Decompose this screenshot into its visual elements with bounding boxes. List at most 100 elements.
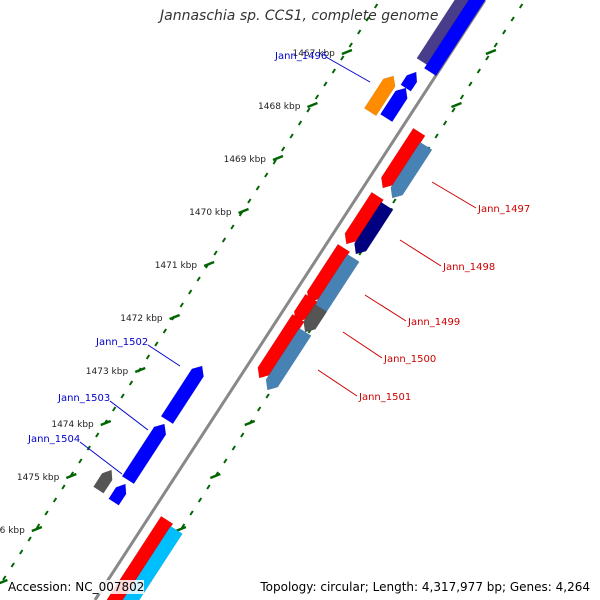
gene-label-jann-1502: Jann_1502 [95, 337, 148, 348]
tick-dot-left [323, 81, 328, 87]
tick-dot-left [112, 406, 117, 412]
tick-dot-left [306, 107, 311, 113]
gene-leader-line [109, 400, 149, 431]
gene-leader-line [342, 331, 383, 359]
tick-dot-left [213, 250, 218, 256]
tick-dot-left [331, 68, 336, 74]
genes-layer [93, 0, 486, 600]
tick-dot-left [120, 393, 125, 399]
tick-dot-right [189, 510, 194, 516]
tick-dot-right [240, 432, 245, 438]
tick-dot-left [86, 445, 91, 451]
tick-dot-right [206, 484, 211, 490]
tick-dot-left [255, 185, 260, 191]
tick-dot-right [502, 29, 507, 35]
tick-dot-right [231, 445, 236, 451]
tick-dot-right [451, 107, 456, 113]
tick-dot-left [373, 3, 379, 9]
kbp-tick-label: 1472 kbp [120, 314, 163, 324]
kbp-tick-mark [272, 154, 284, 162]
kbp-tick-mark [175, 525, 187, 533]
tick-dot-left [297, 120, 303, 126]
kbp-tick-mark [169, 313, 181, 321]
tick-dot-left [365, 16, 370, 22]
tick-dot-left [2, 575, 7, 581]
gene-jann-1503 [121, 423, 167, 485]
tick-dot-left [264, 172, 269, 178]
tick-dot-left [61, 484, 66, 490]
kbp-tick-mark [244, 419, 256, 427]
tick-layer: 1467 kbp 1468 kbp 1469 kbp 1470 kbp 1471 kbp… [0, 3, 524, 594]
gene-leader-line [364, 294, 407, 322]
kbp-tick-label: 1471 kbp [155, 261, 198, 271]
tick-dot-left [35, 523, 41, 529]
tick-dot-left [221, 237, 227, 243]
tick-dot-left [154, 341, 159, 347]
tick-dot-left [162, 328, 167, 334]
kbp-tick-label: 1476 kbp [0, 526, 25, 536]
tick-dot-left [10, 562, 15, 568]
tick-dot-left [128, 380, 134, 386]
tick-dot-right [518, 3, 524, 9]
kbp-tick-label: 1467 kbp [292, 49, 335, 59]
gene-label-jann-1497: Jann_1497 [477, 204, 530, 215]
tick-dot-left [289, 133, 294, 139]
tick-dot-left [44, 510, 49, 516]
gene-jann-1501 [265, 327, 312, 391]
gene-label-jann-1501: Jann_1501 [358, 392, 411, 403]
gene-label-jann-1504: Jann_1504 [27, 434, 80, 445]
tick-dot-left [19, 549, 24, 555]
kbp-tick-label: 1473 kbp [86, 367, 129, 377]
tick-dot-left [179, 302, 184, 308]
tick-dot-left [52, 497, 58, 503]
tick-dot-left [357, 29, 362, 35]
gene-jann-1496 [380, 87, 408, 123]
tick-dot-left [348, 42, 353, 48]
gene-jann-1502 [160, 365, 204, 425]
kbp-tick-mark [0, 578, 8, 585]
tick-dot-left [145, 354, 151, 360]
tick-dot-left [247, 198, 252, 204]
tick-dot-right [468, 81, 473, 87]
tick-dot-right [485, 55, 490, 61]
gene-label-jann-1498: Jann_1498 [442, 262, 495, 273]
gene-label-jann-1503: Jann_1503 [57, 393, 110, 404]
gene-gray [93, 469, 113, 494]
tick-dot-right [476, 68, 481, 74]
gene-jann-1504 [108, 483, 127, 506]
tick-dot-left [188, 289, 193, 295]
gene-jann-1500 [303, 303, 328, 333]
gene-leader-line [79, 441, 123, 475]
kbp-tick-label: 1468 kbp [258, 102, 301, 112]
kbp-tick-label: 1469 kbp [224, 155, 267, 165]
gene-orange [363, 75, 396, 117]
accession-text: Accession: NC_007802 [8, 580, 145, 594]
genome-backbone [93, 0, 487, 600]
tick-dot-left [314, 94, 320, 100]
genome-title: Jannaschia sp. CCS1, complete genome [160, 8, 439, 24]
kbp-tick-label: 1475 kbp [17, 473, 60, 483]
topology-text: Topology: circular; Length: 4,317,977 bp… [260, 580, 590, 594]
tick-dot-right [442, 120, 448, 126]
tick-dot-left [272, 159, 277, 165]
tick-dot-right [223, 458, 228, 464]
kbp-tick-mark [134, 366, 146, 374]
gene-forward-blue [400, 71, 418, 92]
tick-dot-left [281, 146, 286, 152]
gene-jann-1497 [390, 141, 433, 199]
tick-dot-right [197, 497, 203, 503]
gene-leader-line [317, 369, 358, 397]
kbp-tick-label: 1474 kbp [51, 420, 94, 430]
tick-dot-right [257, 406, 262, 412]
gene-leader-line [147, 344, 181, 367]
tick-dot-left [230, 224, 235, 230]
tick-dot-right [459, 94, 465, 100]
kbp-tick-mark [238, 207, 250, 215]
gene-jann-1498 [354, 201, 394, 255]
gene-leader-line [325, 56, 371, 83]
gene-leader-line [399, 239, 442, 267]
gene-label-jann-1496: Jann_1496 [274, 51, 327, 62]
kbp-tick-mark [65, 472, 77, 480]
kbp-tick-mark [306, 101, 318, 109]
